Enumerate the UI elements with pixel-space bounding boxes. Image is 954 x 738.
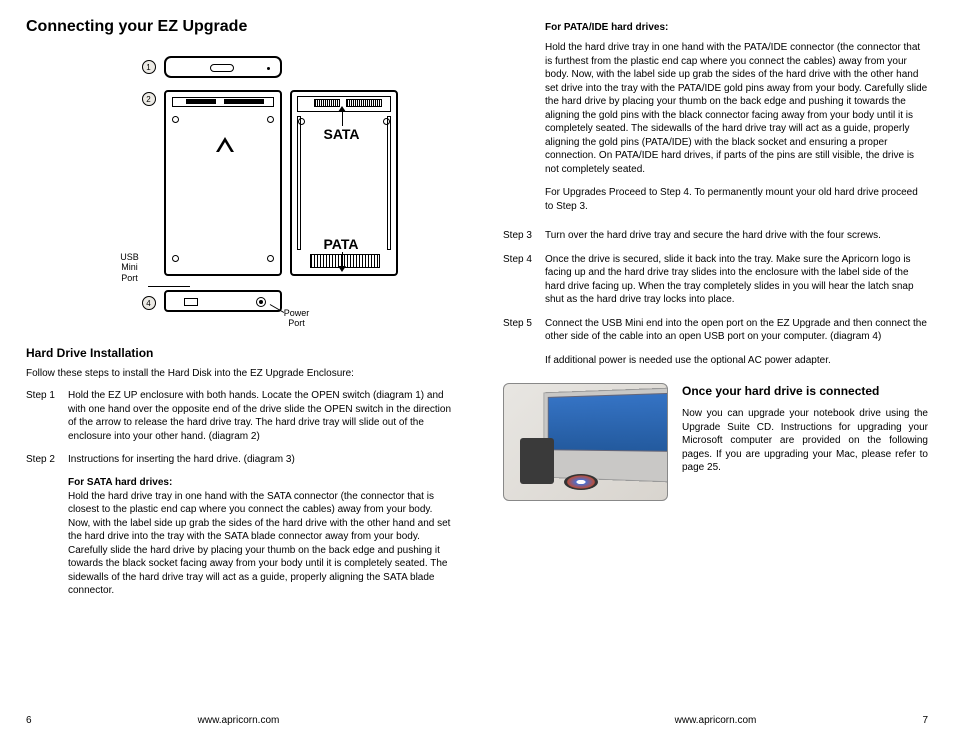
page-footer: 6 www.apricorn.com <box>26 715 451 726</box>
step-row: Step 3 Turn over the hard drive tray and… <box>503 229 928 243</box>
step5-extra: If additional power is needed use the op… <box>545 355 831 366</box>
diagram: 1 2 3 <box>74 52 404 332</box>
laptop-illustration <box>543 387 668 482</box>
step-body: Instructions for inserting the hard driv… <box>68 453 451 467</box>
page-footer: www.apricorn.com 7 <box>503 715 928 726</box>
pata-heading: For PATA/IDE hard drives: <box>545 22 928 33</box>
callout-1: 1 <box>142 60 156 74</box>
step-row: Step 1 Hold the EZ UP enclosure with bot… <box>26 389 451 443</box>
sata-label: SATA <box>324 126 360 142</box>
enclosure-bottom-view <box>164 290 282 312</box>
connected-heading: Once your hard drive is connected <box>682 383 928 399</box>
connected-block: Once your hard drive is connected Now yo… <box>503 383 928 501</box>
step-body: Hold the EZ UP enclosure with both hands… <box>68 389 451 443</box>
step-row: Step 4 Once the drive is secured, slide … <box>503 253 928 307</box>
tray-left <box>164 90 282 276</box>
step-label: Step 5 <box>503 317 545 368</box>
sata-body: Hold the hard drive tray in one hand wit… <box>68 490 451 598</box>
page-left: Connecting your EZ Upgrade 1 2 <box>0 0 477 738</box>
step-label: Step 4 <box>503 253 545 307</box>
page-title: Connecting your EZ Upgrade <box>26 18 451 36</box>
connected-body: Now you can upgrade your notebook drive … <box>682 407 928 475</box>
step-label: Step 1 <box>26 389 68 443</box>
footer-url: www.apricorn.com <box>26 715 451 726</box>
step5-text: Connect the USB Mini end into the open p… <box>545 318 927 343</box>
callout-2: 2 <box>142 92 156 106</box>
step-body: Connect the USB Mini end into the open p… <box>545 317 928 368</box>
step-label: Step 2 <box>26 453 68 467</box>
sata-block: For SATA hard drives: Hold the hard driv… <box>68 477 451 598</box>
pata-block: For PATA/IDE hard drives: Hold the hard … <box>545 22 928 213</box>
pata-continue: For Upgrades Proceed to Step 4. To perma… <box>545 186 928 213</box>
connected-photo <box>503 383 668 501</box>
usb-label: USB Mini Port <box>110 252 150 283</box>
cd-illustration <box>564 474 598 490</box>
page-right: For PATA/IDE hard drives: Hold the hard … <box>477 0 954 738</box>
pata-body: Hold the hard drive tray in one hand wit… <box>545 41 928 176</box>
enclosure-top-view <box>164 56 282 78</box>
step-row: Step 5 Connect the USB Mini end into the… <box>503 317 928 368</box>
step-label: Step 3 <box>503 229 545 243</box>
footer-url: www.apricorn.com <box>503 715 928 726</box>
section-heading: Hard Drive Installation <box>26 346 451 360</box>
step-row: Step 2 Instructions for inserting the ha… <box>26 453 451 467</box>
sata-heading: For SATA hard drives: <box>68 477 451 488</box>
step-body: Once the drive is secured, slide it back… <box>545 253 928 307</box>
intro-text: Follow these steps to install the Hard D… <box>26 368 451 379</box>
pata-label: PATA <box>324 236 359 252</box>
step-body: Turn over the hard drive tray and secure… <box>545 229 928 243</box>
callout-4: 4 <box>142 296 156 310</box>
external-drive-illustration <box>520 438 554 484</box>
